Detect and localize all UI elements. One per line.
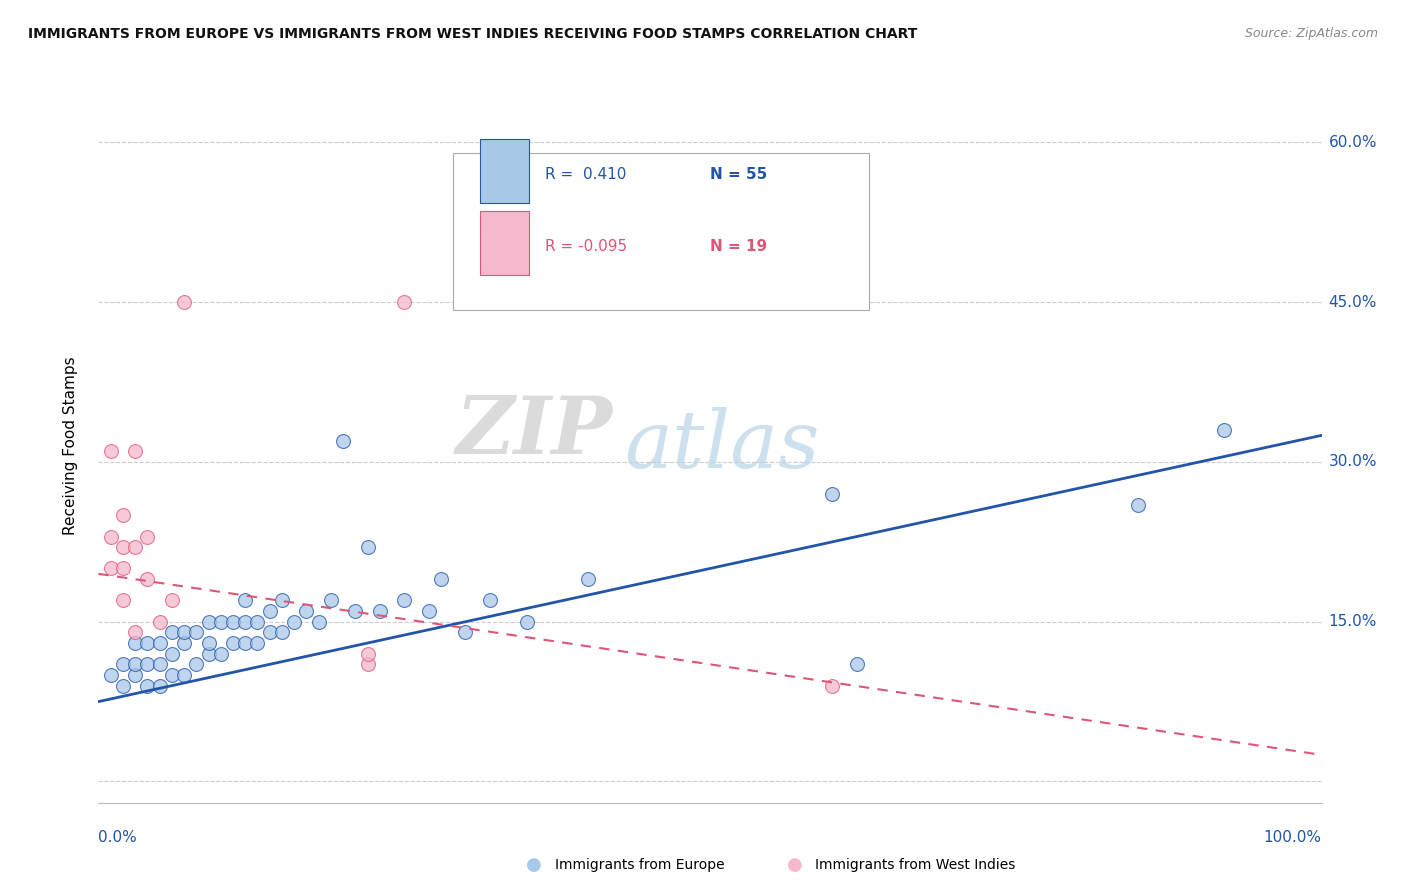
Point [576,572,599,586]
Point [308,615,330,629]
Point [136,657,159,672]
Point [111,679,134,693]
Point [160,647,183,661]
Point [209,615,232,629]
Point [111,561,134,575]
Point [356,540,378,554]
Point [111,540,134,554]
Point [259,604,281,618]
Point [197,615,219,629]
Point [173,625,195,640]
Point [222,636,245,650]
Point [430,572,453,586]
Point [136,679,159,693]
Point [233,636,256,650]
Point [392,295,416,310]
Point [246,615,269,629]
Point [845,657,868,672]
Point [332,434,354,448]
Text: 45.0%: 45.0% [1329,294,1376,310]
Point [173,636,195,650]
Point [478,593,501,607]
Point [186,625,208,640]
Point [124,444,146,458]
Point [1128,498,1150,512]
Point [356,657,378,672]
Text: R = -0.095: R = -0.095 [546,239,627,253]
Point [515,615,537,629]
Point [209,647,232,661]
Point [149,615,172,629]
Text: R =  0.410: R = 0.410 [546,168,626,182]
Point [344,604,367,618]
Point [149,636,172,650]
Text: 100.0%: 100.0% [1264,830,1322,845]
FancyBboxPatch shape [453,153,869,310]
Point [100,668,122,682]
Y-axis label: Receiving Food Stamps: Receiving Food Stamps [63,357,77,535]
Point [160,625,183,640]
Point [124,668,146,682]
Point [160,668,183,682]
Point [319,593,342,607]
FancyBboxPatch shape [479,211,529,275]
Text: 60.0%: 60.0% [1329,135,1376,150]
Point [136,529,159,543]
Point [100,529,122,543]
Text: ●: ● [786,856,803,874]
Point [173,668,195,682]
Point [821,487,844,501]
Text: 15.0%: 15.0% [1329,615,1376,629]
Text: atlas: atlas [624,408,820,484]
Text: N = 19: N = 19 [710,239,768,253]
Text: N = 55: N = 55 [710,168,768,182]
Point [233,593,256,607]
Text: ZIP: ZIP [456,393,612,470]
Point [821,679,844,693]
Text: Source: ZipAtlas.com: Source: ZipAtlas.com [1244,27,1378,40]
Point [136,572,159,586]
Point [124,625,146,640]
Point [111,508,134,523]
Point [270,593,294,607]
Text: IMMIGRANTS FROM EUROPE VS IMMIGRANTS FROM WEST INDIES RECEIVING FOOD STAMPS CORR: IMMIGRANTS FROM EUROPE VS IMMIGRANTS FRO… [28,27,918,41]
Point [270,625,294,640]
Point [100,561,122,575]
Point [418,604,440,618]
Text: 30.0%: 30.0% [1329,455,1376,469]
Point [454,625,477,640]
Point [124,540,146,554]
Point [295,604,318,618]
Point [197,636,219,650]
Point [186,657,208,672]
Point [173,295,195,310]
Text: Immigrants from Europe: Immigrants from Europe [555,858,725,872]
Point [392,593,416,607]
FancyBboxPatch shape [479,139,529,203]
Point [149,679,172,693]
Text: Immigrants from West Indies: Immigrants from West Indies [815,858,1017,872]
Point [160,593,183,607]
Point [111,657,134,672]
Point [136,636,159,650]
Point [233,615,256,629]
Point [1212,423,1234,437]
Text: ●: ● [526,856,543,874]
Point [124,636,146,650]
Point [283,615,305,629]
Point [197,647,219,661]
Point [149,657,172,672]
Point [124,657,146,672]
Point [246,636,269,650]
Point [259,625,281,640]
Point [222,615,245,629]
Point [356,647,378,661]
Point [368,604,391,618]
Text: 0.0%: 0.0% [98,830,138,845]
Point [100,444,122,458]
Point [111,593,134,607]
